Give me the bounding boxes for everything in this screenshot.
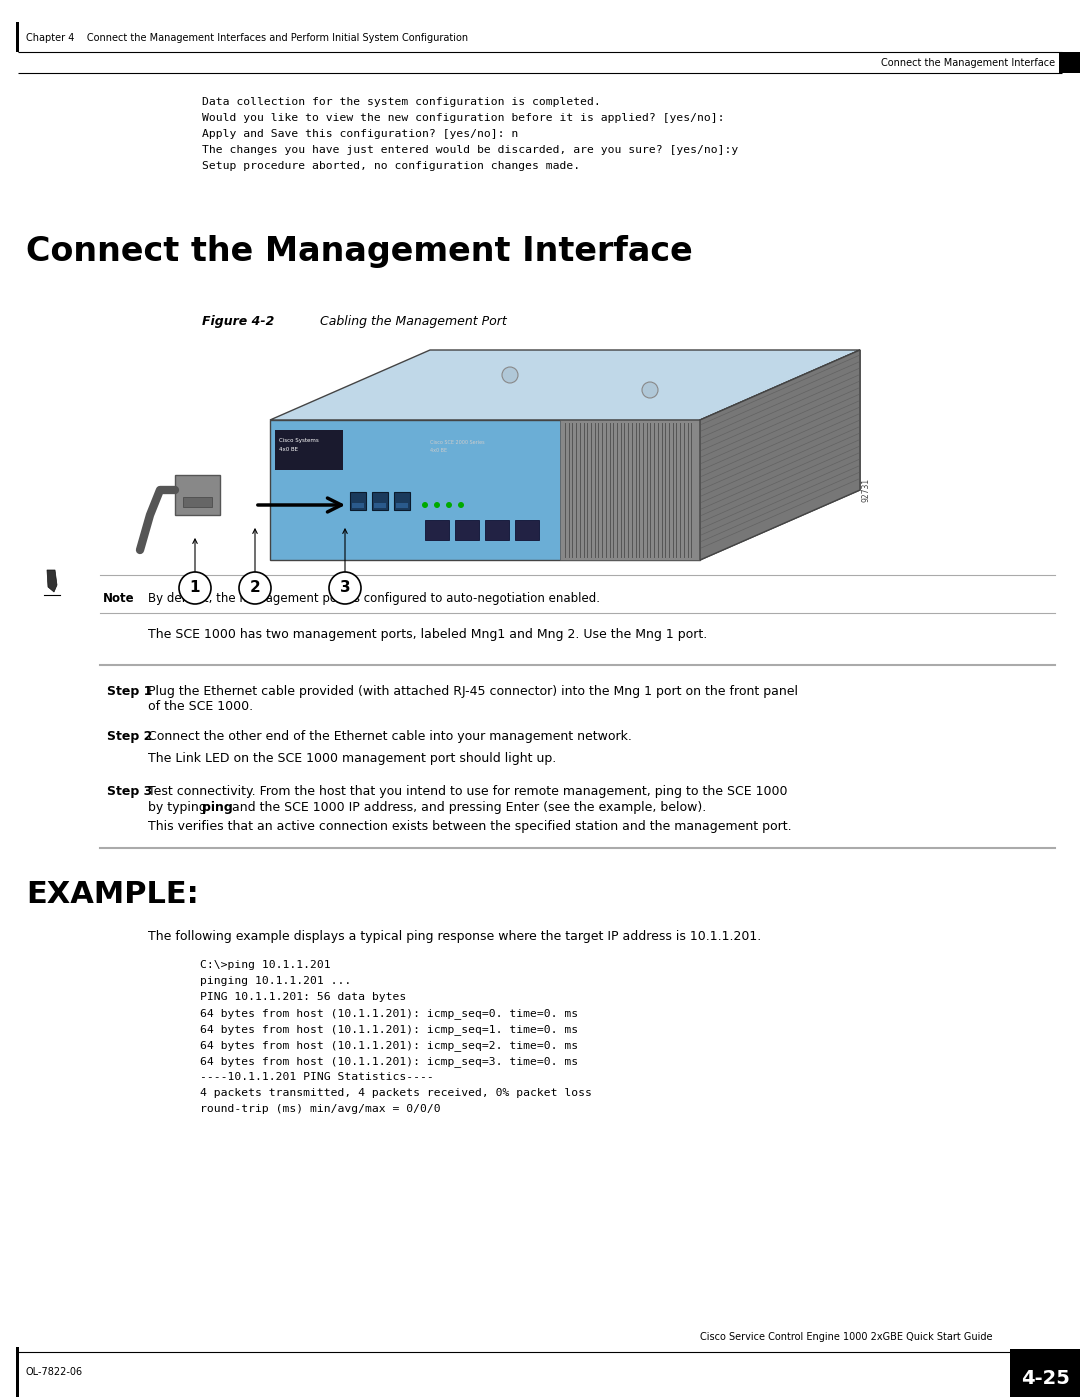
Bar xyxy=(352,503,364,509)
Bar xyxy=(455,520,480,541)
Circle shape xyxy=(329,571,361,604)
Text: By default, the management port is configured to auto-negotiation enabled.: By default, the management port is confi… xyxy=(148,592,600,605)
Text: 64 bytes from host (10.1.1.201): icmp_seq=3. time=0. ms: 64 bytes from host (10.1.1.201): icmp_se… xyxy=(200,1056,578,1067)
Bar xyxy=(515,520,539,541)
Text: Step 3: Step 3 xyxy=(107,785,152,798)
Text: Connect the Management Interface: Connect the Management Interface xyxy=(26,235,692,268)
Text: round-trip (ms) min/avg/max = 0/0/0: round-trip (ms) min/avg/max = 0/0/0 xyxy=(200,1104,441,1113)
Polygon shape xyxy=(175,475,220,515)
Bar xyxy=(16,22,19,52)
Bar xyxy=(1059,52,1080,73)
Circle shape xyxy=(179,571,211,604)
Bar xyxy=(350,492,366,510)
Polygon shape xyxy=(48,570,57,592)
Circle shape xyxy=(239,571,271,604)
Text: Step 2: Step 2 xyxy=(107,731,152,743)
Circle shape xyxy=(422,502,428,509)
Bar xyxy=(374,503,386,509)
Text: This verifies that an active connection exists between the specified station and: This verifies that an active connection … xyxy=(148,820,792,833)
Text: Cisco Service Control Engine 1000 2xGBE Quick Start Guide: Cisco Service Control Engine 1000 2xGBE … xyxy=(700,1331,993,1343)
Bar xyxy=(426,520,449,541)
Bar xyxy=(394,492,410,510)
Text: and the SCE 1000 IP address, and pressing Enter (see the example, below).: and the SCE 1000 IP address, and pressin… xyxy=(228,800,706,814)
Bar xyxy=(372,492,388,510)
Text: Connect the Management Interface: Connect the Management Interface xyxy=(881,59,1055,68)
Polygon shape xyxy=(700,351,860,560)
Circle shape xyxy=(458,502,464,509)
Text: Connect the other end of the Ethernet cable into your management network.: Connect the other end of the Ethernet ca… xyxy=(148,731,632,743)
Text: 2: 2 xyxy=(249,581,260,595)
Text: The following example displays a typical ping response where the target IP addre: The following example displays a typical… xyxy=(148,930,761,943)
Text: Chapter 4    Connect the Management Interfaces and Perform Initial System Config: Chapter 4 Connect the Management Interfa… xyxy=(26,34,468,43)
Text: Would you like to view the new configuration before it is applied? [yes/no]:: Would you like to view the new configura… xyxy=(202,113,725,123)
Text: ping: ping xyxy=(202,800,233,814)
Bar xyxy=(16,1347,19,1397)
Text: pinging 10.1.1.201 ...: pinging 10.1.1.201 ... xyxy=(200,977,351,986)
Circle shape xyxy=(642,381,658,398)
Text: 1: 1 xyxy=(190,581,200,595)
Text: Plug the Ethernet cable provided (with attached RJ-45 connector) into the Mng 1 : Plug the Ethernet cable provided (with a… xyxy=(148,685,798,712)
Text: 4x0 BE: 4x0 BE xyxy=(430,448,447,453)
Text: Setup procedure aborted, no configuration changes made.: Setup procedure aborted, no configuratio… xyxy=(202,161,580,170)
Circle shape xyxy=(502,367,518,383)
Text: EXAMPLE:: EXAMPLE: xyxy=(26,880,199,909)
Text: Note: Note xyxy=(103,592,135,605)
Text: 4x0 BE: 4x0 BE xyxy=(279,447,298,453)
Text: 4-25: 4-25 xyxy=(1021,1369,1069,1387)
Text: Cabling the Management Port: Cabling the Management Port xyxy=(320,314,507,328)
Text: Test connectivity. From the host that you intend to use for remote management, p: Test connectivity. From the host that yo… xyxy=(148,785,787,798)
Polygon shape xyxy=(270,351,860,420)
Text: 64 bytes from host (10.1.1.201): icmp_seq=0. time=0. ms: 64 bytes from host (10.1.1.201): icmp_se… xyxy=(200,1009,578,1018)
Text: 4 packets transmitted, 4 packets received, 0% packet loss: 4 packets transmitted, 4 packets receive… xyxy=(200,1088,592,1098)
Polygon shape xyxy=(270,420,700,560)
Polygon shape xyxy=(700,351,860,560)
Bar xyxy=(561,420,700,560)
Text: Step 1: Step 1 xyxy=(107,685,152,698)
Text: 64 bytes from host (10.1.1.201): icmp_seq=1. time=0. ms: 64 bytes from host (10.1.1.201): icmp_se… xyxy=(200,1024,578,1035)
Text: C:\>ping 10.1.1.201: C:\>ping 10.1.1.201 xyxy=(200,960,330,970)
Circle shape xyxy=(446,502,453,509)
Text: Apply and Save this configuration? [yes/no]: n: Apply and Save this configuration? [yes/… xyxy=(202,129,518,138)
Text: Figure 4-2: Figure 4-2 xyxy=(202,314,274,328)
Text: 92731: 92731 xyxy=(862,478,870,502)
Text: 3: 3 xyxy=(340,581,350,595)
Text: 64 bytes from host (10.1.1.201): icmp_seq=2. time=0. ms: 64 bytes from host (10.1.1.201): icmp_se… xyxy=(200,1039,578,1051)
Text: Cisco SCE 2000 Series: Cisco SCE 2000 Series xyxy=(430,440,485,446)
Bar xyxy=(275,430,343,469)
Circle shape xyxy=(434,502,440,509)
Text: The Link LED on the SCE 1000 management port should light up.: The Link LED on the SCE 1000 management … xyxy=(148,752,556,766)
Text: OL-7822-06: OL-7822-06 xyxy=(26,1368,83,1377)
Text: The SCE 1000 has two management ports, labeled Mng1 and Mng 2. Use the Mng 1 por: The SCE 1000 has two management ports, l… xyxy=(148,629,707,641)
Text: Cisco Systems: Cisco Systems xyxy=(279,439,319,443)
Bar xyxy=(396,503,408,509)
Text: by typing: by typing xyxy=(148,800,211,814)
Bar xyxy=(485,520,509,541)
Bar xyxy=(1010,1350,1080,1397)
Bar xyxy=(183,497,212,507)
Text: ----10.1.1.201 PING Statistics----: ----10.1.1.201 PING Statistics---- xyxy=(200,1071,434,1083)
Text: PING 10.1.1.201: 56 data bytes: PING 10.1.1.201: 56 data bytes xyxy=(200,992,406,1002)
Text: Data collection for the system configuration is completed.: Data collection for the system configura… xyxy=(202,96,600,108)
Text: The changes you have just entered would be discarded, are you sure? [yes/no]:y: The changes you have just entered would … xyxy=(202,145,739,155)
